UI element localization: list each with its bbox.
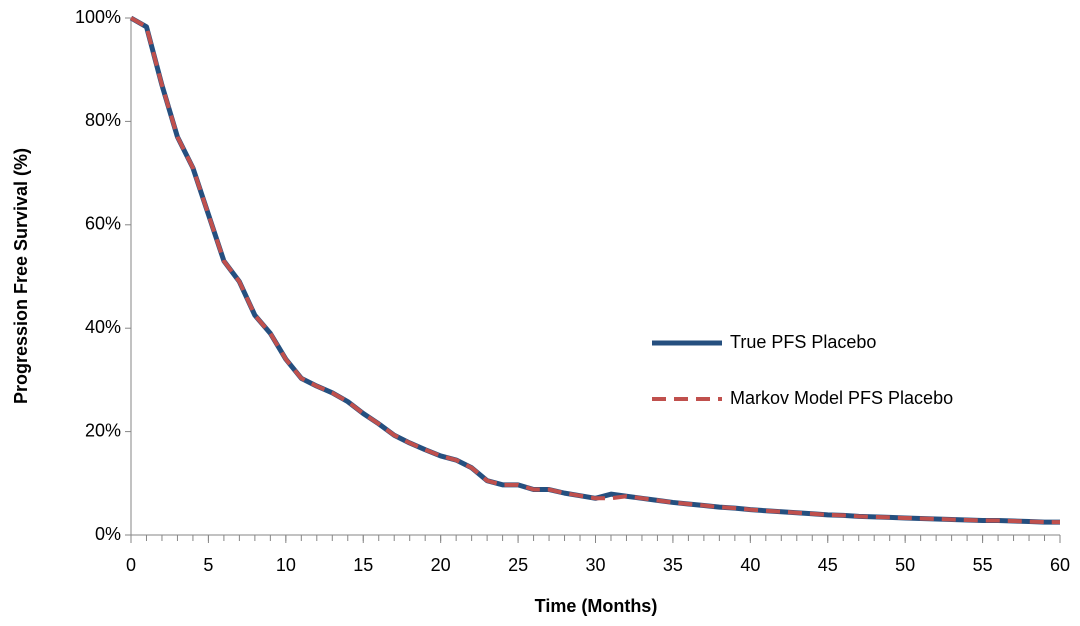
x-tick-label: 60 (1050, 555, 1070, 575)
series-line (130, 16, 1060, 525)
x-tick-label: 0 (126, 555, 136, 575)
y-tick-label: 100% (75, 7, 121, 27)
y-tick-label: 60% (85, 214, 121, 234)
x-tick-label: 10 (276, 555, 296, 575)
x-tick-label: 25 (508, 555, 528, 575)
x-tick-label: 20 (431, 555, 451, 575)
x-tick-label: 15 (353, 555, 373, 575)
x-tick-label: 5 (203, 555, 213, 575)
legend-label: Markov Model PFS Placebo (730, 388, 953, 408)
y-tick-label: 0% (95, 524, 121, 544)
legend-label: True PFS Placebo (730, 332, 876, 352)
y-tick-label: 20% (85, 420, 121, 440)
x-tick-label: 35 (663, 555, 683, 575)
x-tick-label: 50 (895, 555, 915, 575)
series-line (129, 15, 1060, 525)
y-axis-label: Progression Free Survival (%) (11, 148, 31, 404)
x-tick-label: 30 (585, 555, 605, 575)
x-axis-label: Time (Months) (535, 596, 658, 616)
x-tick-label: 55 (973, 555, 993, 575)
x-tick-label: 45 (818, 555, 838, 575)
y-tick-label: 40% (85, 317, 121, 337)
x-tick-label: 40 (740, 555, 760, 575)
y-tick-label: 80% (85, 110, 121, 130)
